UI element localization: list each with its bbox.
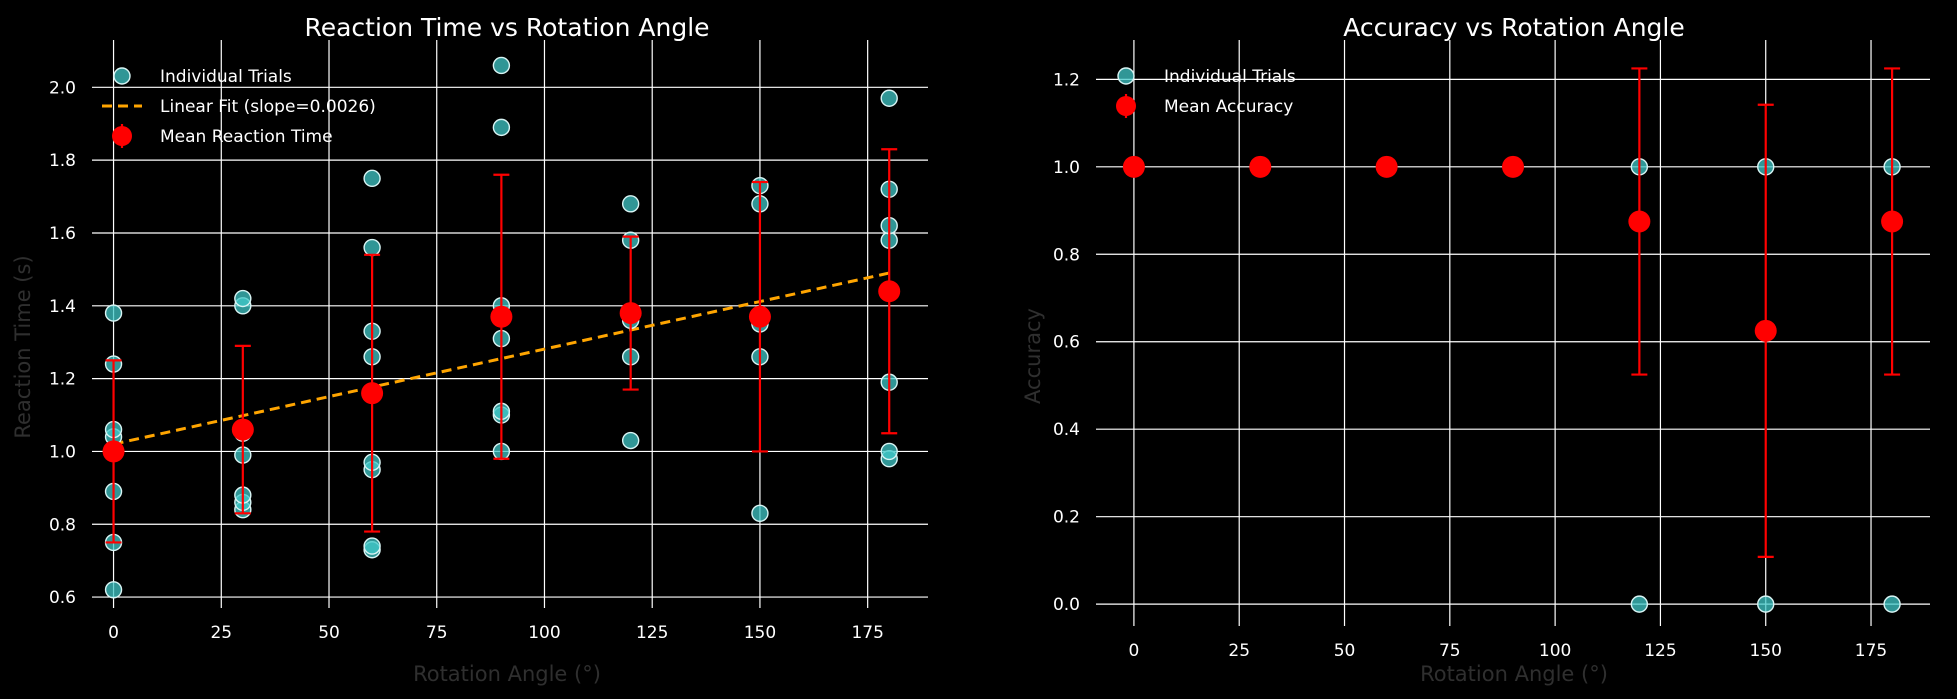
y-tick-label: 1.2 <box>1053 70 1080 90</box>
y-tick-label: 0.0 <box>1053 595 1080 615</box>
trial-point <box>751 504 769 523</box>
x-tick-label: 125 <box>1644 641 1676 661</box>
mean-point <box>619 302 642 325</box>
y-tick-label: 2.0 <box>49 78 76 98</box>
y-tick-label: 0.8 <box>1053 245 1080 265</box>
legend-label: Mean Accuracy <box>1164 97 1293 117</box>
x-tick-label: 175 <box>851 623 883 643</box>
trial-point <box>104 304 123 322</box>
y-tick-label: 0.2 <box>1053 508 1080 528</box>
y-tick-label: 1.8 <box>49 151 76 171</box>
x-axis-label: Rotation Angle (°) <box>413 662 601 686</box>
mean-point <box>361 382 384 405</box>
legend-label: Individual Trials <box>160 67 292 87</box>
x-tick-label: 50 <box>1334 641 1356 661</box>
y-tick-label: 1.0 <box>1053 158 1080 178</box>
y-axis-label: Accuracy <box>1021 308 1045 404</box>
mean-series <box>102 148 901 544</box>
trial-point <box>1883 595 1901 613</box>
legend-item: Mean Accuracy <box>1116 94 1293 118</box>
x-tick-label: 25 <box>210 623 232 643</box>
legend-item: Mean Reaction Time <box>112 124 333 148</box>
mean-point <box>1122 155 1145 178</box>
x-tick-label: 150 <box>1750 641 1782 661</box>
x-tick-label: 0 <box>108 623 119 643</box>
legend-trials-marker <box>113 67 131 85</box>
legend-item: Individual Trials <box>113 67 292 87</box>
reaction-time-chart: 0 25 50 75 100 125 150 175 0.6 0.8 1.0 1.2 1.4 1.6 1.… <box>11 13 928 686</box>
y-tick-label: 0.6 <box>49 588 76 608</box>
mean-point <box>1375 155 1398 178</box>
y-tick-label: 0.6 <box>1053 333 1080 353</box>
y-tick-label: 1.4 <box>49 297 76 317</box>
legend-item: Linear Fit (slope=0.0026) <box>102 97 376 117</box>
chart-title: Accuracy vs Rotation Angle <box>1343 13 1685 42</box>
mean-point <box>1754 319 1777 342</box>
trial-point <box>492 56 511 75</box>
mean-point <box>748 305 771 328</box>
x-tick-label: 150 <box>744 623 776 643</box>
accuracy-chart: 0 25 50 75 100 125 150 175 0.0 0.2 0.4 0.6 0.8 1.0 1.… <box>1021 13 1930 686</box>
legend-label: Linear Fit (slope=0.0026) <box>160 97 376 117</box>
y-tick-label: 1.2 <box>49 370 76 390</box>
mean-point <box>1502 155 1524 178</box>
legend-label: Individual Trials <box>1164 67 1296 87</box>
x-axis-label: Rotation Angle (°) <box>1420 662 1608 686</box>
trial-point <box>621 195 640 213</box>
trial-point <box>234 289 252 308</box>
y-tick-labels: 0.0 0.2 0.4 0.6 0.8 1.0 1.2 <box>1053 70 1080 615</box>
x-tick-label: 100 <box>1539 641 1571 661</box>
x-tick-label: 75 <box>1439 641 1461 661</box>
legend-item: Individual Trials <box>1117 67 1296 87</box>
x-tick-label: 25 <box>1228 641 1250 661</box>
x-tick-labels: 0 25 50 75 100 125 150 175 <box>1128 641 1887 661</box>
trial-point <box>621 431 640 450</box>
x-tick-label: 50 <box>318 623 340 643</box>
legend-trials-marker <box>1117 67 1135 85</box>
x-tick-label: 0 <box>1128 641 1139 661</box>
mean-point <box>490 305 513 328</box>
y-tick-label: 0.8 <box>49 515 76 535</box>
legend-mean-marker <box>112 126 132 146</box>
y-tick-label: 0.4 <box>1053 420 1080 440</box>
mean-point <box>1628 210 1651 233</box>
legend: Individual Trials Linear Fit (slope=0.002… <box>102 67 376 148</box>
mean-point <box>102 440 125 463</box>
trial-point <box>880 442 898 461</box>
trial-point <box>363 169 381 188</box>
mean-series <box>1122 67 1904 559</box>
x-tick-label: 75 <box>426 623 448 643</box>
y-tick-label: 1.6 <box>49 224 76 244</box>
trial-point <box>104 581 123 599</box>
mean-point <box>231 418 254 441</box>
legend-label: Mean Reaction Time <box>160 127 333 147</box>
legend: Individual Trials Mean Accuracy <box>1116 67 1296 118</box>
x-tick-label: 100 <box>528 623 560 643</box>
x-tick-label: 175 <box>1855 641 1887 661</box>
mean-point <box>1249 155 1272 178</box>
y-axis-label: Reaction Time (s) <box>11 255 35 438</box>
y-tick-label: 1.0 <box>49 442 76 462</box>
trial-point <box>363 537 381 555</box>
trial-point <box>363 238 381 257</box>
y-tick-labels: 0.6 0.8 1.0 1.2 1.4 1.6 1.8 2.0 <box>49 78 76 608</box>
x-tick-labels: 0 25 50 75 100 125 150 175 <box>108 623 884 643</box>
x-tick-label: 125 <box>636 623 668 643</box>
legend-mean-marker <box>1116 96 1136 116</box>
trial-point <box>880 89 898 107</box>
mean-point <box>878 280 901 303</box>
mean-point <box>1881 210 1904 233</box>
trial-point <box>1630 595 1649 613</box>
chart-title: Reaction Time vs Rotation Angle <box>304 13 709 42</box>
trial-point <box>492 118 511 137</box>
trial-point <box>1757 595 1775 613</box>
